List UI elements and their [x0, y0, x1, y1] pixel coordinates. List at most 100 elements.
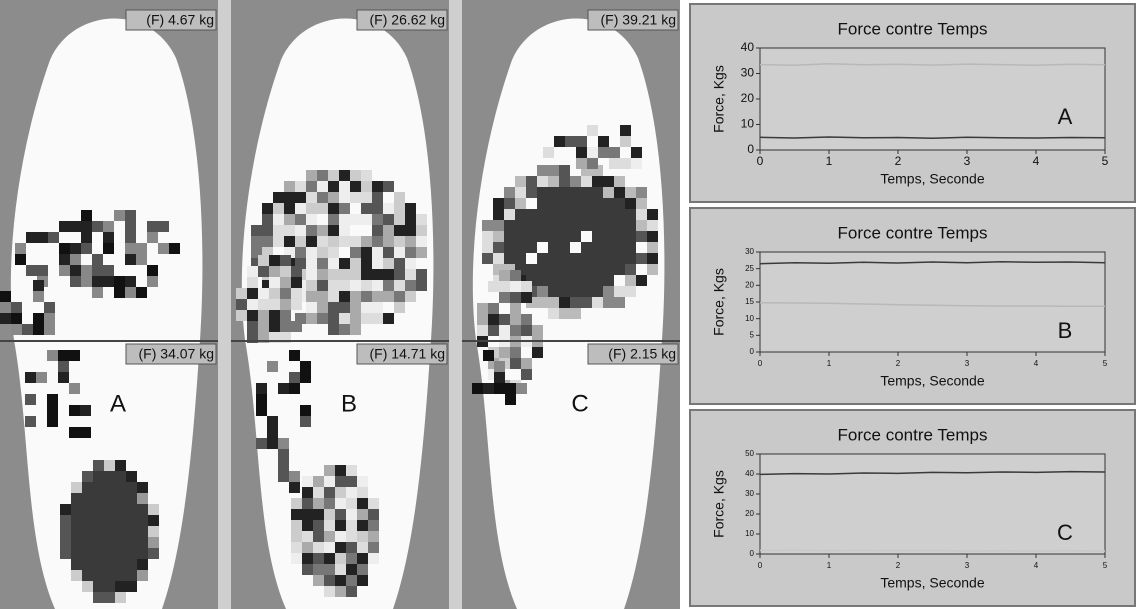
pressure-cell — [521, 314, 532, 325]
pressure-cell — [93, 592, 104, 603]
pressure-cell — [44, 324, 55, 335]
pressure-cell — [350, 236, 361, 247]
pressure-cell — [548, 176, 559, 187]
pressure-cell — [278, 449, 289, 460]
pressure-cell — [526, 231, 537, 242]
pressure-cell — [313, 509, 324, 520]
pressure-cell — [372, 203, 383, 214]
pressure-cell — [317, 247, 328, 258]
pressure-cell — [339, 324, 350, 335]
pressure-cell — [504, 253, 515, 264]
pressure-cell — [302, 564, 313, 575]
pressure-cell — [58, 350, 69, 361]
pressure-cell — [493, 220, 504, 231]
pressure-cell — [81, 221, 92, 232]
pressure-cell — [247, 288, 258, 299]
plot-area — [760, 252, 1105, 352]
pressure-cell — [291, 520, 302, 531]
pressure-cell — [313, 498, 324, 509]
pressure-cell — [636, 198, 647, 209]
pressure-cell — [515, 187, 526, 198]
pressure-cell — [82, 581, 93, 592]
y-tick-label: 15 — [745, 297, 754, 306]
pressure-cell — [537, 253, 548, 264]
pressure-cell — [368, 509, 379, 520]
pressure-cell — [647, 209, 658, 220]
pressure-cell — [559, 209, 570, 220]
x-tick-label: 3 — [965, 359, 970, 368]
pressure-cell — [256, 383, 267, 394]
pressure-cell — [405, 280, 416, 291]
pressure-cell — [317, 236, 328, 247]
y-tick-label: 0 — [750, 347, 755, 356]
pressure-cell — [383, 214, 394, 225]
pressure-cell — [570, 308, 581, 319]
pressure-cell — [350, 214, 361, 225]
pressure-cell — [37, 265, 48, 276]
pressure-cell — [570, 253, 581, 264]
pressure-cell — [346, 586, 357, 597]
pressure-cell — [526, 209, 537, 220]
pressure-cell — [103, 243, 114, 254]
pressure-cell — [284, 203, 295, 214]
pressure-cell — [269, 266, 280, 277]
pressure-cell — [317, 291, 328, 302]
pressure-cell — [603, 198, 614, 209]
pressure-cell — [581, 187, 592, 198]
pressure-cell — [372, 313, 383, 324]
pressure-cell — [647, 264, 658, 275]
pressure-cell — [339, 214, 350, 225]
pressure-cell — [328, 269, 339, 280]
pressure-cell — [280, 277, 291, 288]
pressure-cell — [37, 232, 48, 243]
x-tick-label: 5 — [1103, 561, 1108, 570]
pressure-cell — [15, 243, 26, 254]
pressure-cell — [416, 247, 427, 258]
pressure-cell — [488, 325, 499, 336]
pressure-cell — [335, 476, 346, 487]
pressure-cell — [104, 471, 115, 482]
pressure-cell — [70, 276, 81, 287]
pressure-cell — [614, 242, 625, 253]
pressure-cell — [510, 347, 521, 358]
pressure-cell — [69, 405, 80, 416]
pressure-cell — [295, 192, 306, 203]
pressure-cell — [350, 291, 361, 302]
pressure-cell — [515, 253, 526, 264]
pressure-cell — [592, 198, 603, 209]
pressure-cell — [169, 243, 180, 254]
pressure-cell — [302, 498, 313, 509]
pressure-cell — [526, 264, 537, 275]
pressure-cell — [559, 275, 570, 286]
pressure-cell — [537, 209, 548, 220]
pressure-cell — [247, 266, 258, 277]
y-tick-label: 0 — [750, 549, 755, 558]
pressure-cell — [328, 258, 339, 269]
pressure-cell — [267, 427, 278, 438]
pressure-cell — [317, 225, 328, 236]
pressure-cell — [548, 264, 559, 275]
pressure-cell — [554, 136, 565, 147]
pressure-cell — [357, 520, 368, 531]
pressure-cell — [521, 358, 532, 369]
pressure-cell — [269, 310, 280, 321]
pressure-cell — [291, 288, 302, 299]
pressure-cell — [267, 416, 278, 427]
pressure-cell — [614, 209, 625, 220]
pressure-cell — [25, 372, 36, 383]
pressure-cell — [394, 258, 405, 269]
pressure-cell — [383, 203, 394, 214]
pressure-cell — [559, 242, 570, 253]
pressure-cell — [137, 537, 148, 548]
pressure-cell — [526, 176, 537, 187]
pressure-cell — [247, 310, 258, 321]
pressure-cell — [548, 242, 559, 253]
pressure-cell — [70, 254, 81, 265]
x-tick-label: 1 — [826, 154, 833, 168]
pressure-cell — [81, 243, 92, 254]
pressure-cell — [592, 231, 603, 242]
pressure-cell — [258, 321, 269, 332]
pressure-cell — [289, 350, 300, 361]
pressure-cell — [515, 176, 526, 187]
pressure-cell — [346, 487, 357, 498]
